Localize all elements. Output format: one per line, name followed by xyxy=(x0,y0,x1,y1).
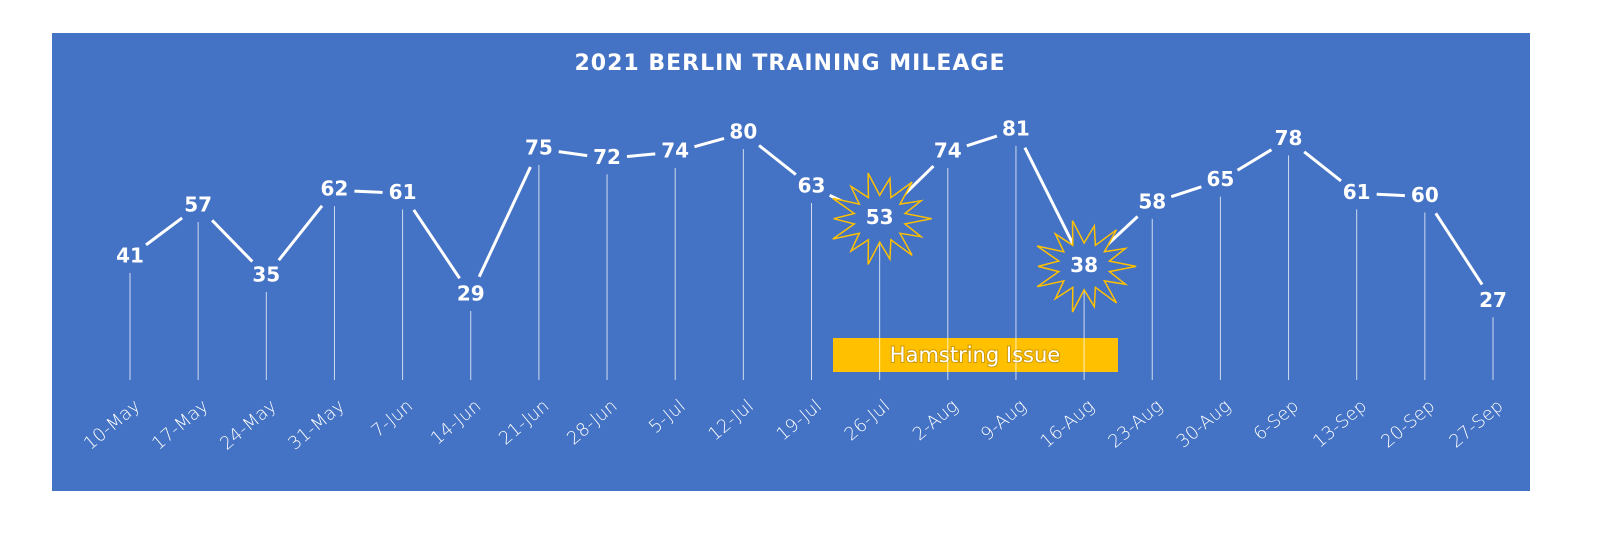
highlight-burst xyxy=(1036,220,1137,313)
line-segment xyxy=(412,209,461,280)
line-segment xyxy=(211,219,254,263)
chart-background xyxy=(52,33,1530,491)
chart-title: 2021 BERLIN TRAINING MILEAGE xyxy=(574,51,1005,76)
line-segment xyxy=(1236,148,1273,172)
line-segment xyxy=(277,204,324,262)
data-label: 63 xyxy=(798,173,826,197)
line-segment xyxy=(1303,150,1342,183)
data-label: 29 xyxy=(457,281,485,305)
line-segment xyxy=(758,144,797,176)
data-label: 74 xyxy=(934,139,962,163)
data-label: 80 xyxy=(729,120,757,144)
data-label: 74 xyxy=(661,139,689,163)
line-segment xyxy=(558,150,588,158)
data-label: 65 xyxy=(1206,167,1234,191)
line-segment xyxy=(354,189,383,194)
line-segment xyxy=(1170,185,1202,199)
data-label: 78 xyxy=(1275,126,1303,150)
data-label: 61 xyxy=(389,180,417,204)
data-label: 27 xyxy=(1479,288,1507,312)
data-label: 53 xyxy=(866,205,894,229)
data-label: 62 xyxy=(321,177,349,201)
data-label: 72 xyxy=(593,145,621,169)
line-segment xyxy=(145,216,184,247)
data-label: 41 xyxy=(116,243,144,267)
data-label: 75 xyxy=(525,135,553,159)
line-segment xyxy=(966,134,998,148)
line-segment xyxy=(1434,212,1484,286)
line-segment xyxy=(477,166,532,278)
data-label: 38 xyxy=(1070,253,1098,277)
annotation-text: Hamstring Issue xyxy=(890,343,1060,367)
data-label: 57 xyxy=(184,193,212,217)
data-label: 60 xyxy=(1411,183,1439,207)
annotation-box xyxy=(833,338,1118,372)
data-label: 58 xyxy=(1138,189,1166,213)
line-segment xyxy=(1023,147,1077,250)
data-label: 81 xyxy=(1002,116,1030,140)
line-segment xyxy=(626,152,656,159)
line-segment xyxy=(694,136,725,149)
highlight-burst xyxy=(832,172,932,265)
data-label: 35 xyxy=(252,262,280,286)
data-label: 61 xyxy=(1343,180,1371,204)
line-segment xyxy=(1376,192,1405,198)
